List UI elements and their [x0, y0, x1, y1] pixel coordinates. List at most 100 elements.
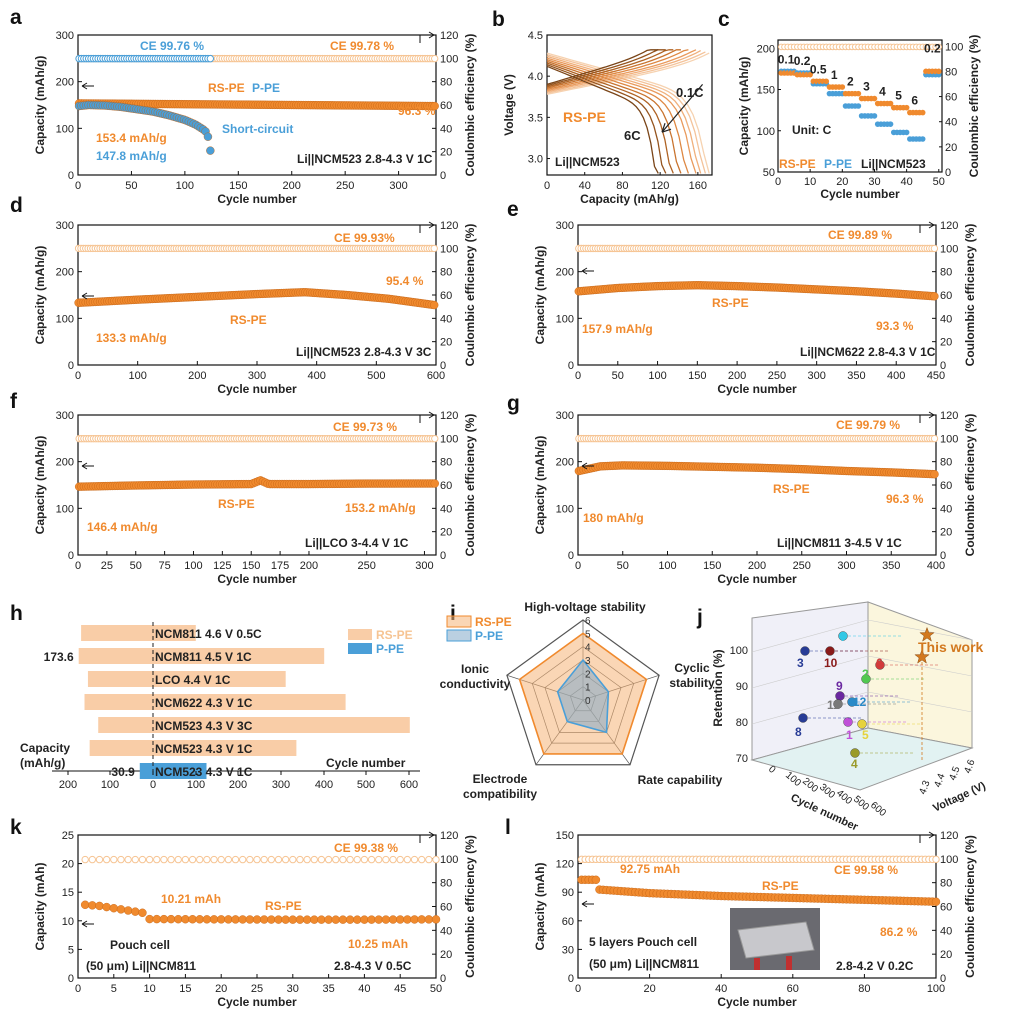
x-tick-label: 150: [229, 180, 247, 192]
annotation: Li||NCM523: [861, 157, 926, 171]
data-point: [203, 855, 211, 864]
x-tick-label: 100: [128, 370, 146, 382]
y2-axis-title: Coulombic efficiency (%): [967, 35, 981, 178]
data-point: [253, 855, 261, 864]
data-point: [430, 479, 439, 488]
charge-curve-0.5C: [546, 50, 702, 93]
x-tick-label: 400: [315, 779, 333, 791]
grid-line: [751, 655, 869, 689]
x-axis-title: Cycle number: [717, 382, 797, 396]
annotation: 153.2 mAh/g: [345, 501, 416, 515]
x-tick-label: 200: [59, 779, 77, 791]
y-tick-label: 20: [62, 859, 74, 871]
y-tick-label: 0: [568, 360, 574, 372]
y2-tick-label: 20: [940, 337, 952, 349]
panel-letter-f: f: [10, 390, 18, 413]
y-tick-label: 100: [757, 126, 775, 138]
discharge-curve-6C: [546, 65, 659, 174]
data-point: [430, 300, 439, 310]
y-tick-label: 200: [757, 43, 775, 55]
charge-curve-3C: [546, 49, 681, 89]
data-point: [138, 855, 147, 864]
data-point: [138, 908, 147, 917]
radar-axis-label: Ionic: [461, 662, 489, 676]
y-axis-title: Capacity (mAh/g): [33, 56, 47, 155]
rate-arrow: [661, 84, 704, 133]
x-tick-label: 10: [804, 176, 816, 188]
this-work-star: [919, 626, 935, 642]
z-tick-label: 4.6: [962, 758, 977, 775]
panel-a: 0 50 100 150 200 250 300 0 100 200 300 0 20 40 60 80 100…: [33, 30, 477, 206]
point-label: 9: [836, 679, 843, 693]
data-point: [131, 907, 140, 916]
point-8: [798, 713, 808, 723]
x-axis-title: Cycle number: [217, 572, 297, 586]
back-wall-right: [867, 601, 973, 749]
data-point: [389, 855, 397, 864]
discharge-curve-2C: [546, 59, 690, 174]
data-point: [360, 855, 369, 864]
data-point: [245, 915, 255, 924]
data-point: [303, 855, 311, 864]
x-tick-label: 0: [544, 180, 550, 192]
data-point: [430, 244, 438, 253]
annotation: 2.8-4.3 V 0.5C: [334, 959, 412, 973]
data-point: [339, 855, 347, 864]
data-point: [310, 915, 319, 924]
y-tick-label: 15: [62, 887, 74, 899]
data-point: [324, 915, 333, 924]
x-tick-label: 0: [766, 764, 778, 776]
x-tick-label: 20: [643, 983, 655, 995]
annotation: 96.3 %: [398, 104, 436, 118]
y2-tick-label: 80: [945, 66, 957, 78]
axis-arrow: [919, 411, 935, 423]
y-tick-label: 0: [68, 973, 74, 985]
annotation: 0.1C: [676, 85, 704, 100]
y-tick-label: 150: [556, 830, 574, 842]
x-tick-label: 120: [651, 180, 669, 192]
data-point: [267, 855, 276, 864]
annotation: P-PE: [824, 157, 852, 171]
x-tick-label: 500: [367, 370, 385, 382]
y-tick-label: 0: [68, 360, 74, 372]
y2-axis-title: Coulombic efficiency (%): [463, 34, 477, 177]
annotation: RS-PE: [265, 899, 302, 913]
annotation: RS-PE: [218, 497, 255, 511]
point-label: 10: [824, 656, 838, 670]
radar-axis-label: High-voltage stability: [524, 600, 646, 614]
x-axis-title: Cycle number: [217, 995, 297, 1009]
point-label: 7: [840, 630, 847, 644]
x-tick-label: 350: [882, 560, 900, 572]
x-tick-label: 0: [75, 983, 81, 995]
radar-tick-label: 1: [585, 683, 591, 694]
point-label: 12: [853, 695, 867, 709]
x-tick-label: 200: [283, 180, 301, 192]
x-tick-label: 0: [575, 983, 581, 995]
panel-letter-k: k: [10, 816, 22, 839]
x-tick-label: 600: [427, 370, 445, 382]
series-rs-pe-capacity: [74, 288, 439, 310]
y2-tick-label: 0: [440, 360, 446, 372]
point-5: [857, 719, 867, 729]
y-axis-title: Capacity (mAh): [533, 862, 547, 950]
y2-tick-label: 80: [440, 267, 452, 279]
data-point: [174, 855, 182, 864]
y-axis-title: Capacity (mAh/g): [533, 246, 547, 345]
axis-arrow: [81, 920, 94, 928]
y-axis-title: Capacity (mAh/g): [33, 246, 47, 345]
x-tick-label: 200: [229, 779, 247, 791]
panel-letter-c: c: [718, 8, 730, 31]
x-tick-label: 50: [130, 560, 142, 572]
series-rs-pe-ce: [575, 434, 939, 443]
y2-tick-label: 80: [440, 457, 452, 469]
x-tick-label: 300: [807, 370, 825, 382]
panel-letter-a: a: [10, 6, 22, 29]
p-pe-point: [919, 136, 926, 142]
y-tick-label: 200: [56, 267, 74, 279]
y-tick-label: 200: [556, 457, 574, 469]
bar-label: NCM811 4.5 V 1C: [155, 650, 252, 664]
data-point: [317, 915, 326, 924]
y-tick-label: 0: [68, 550, 74, 562]
rs-pe-point: [935, 68, 942, 75]
